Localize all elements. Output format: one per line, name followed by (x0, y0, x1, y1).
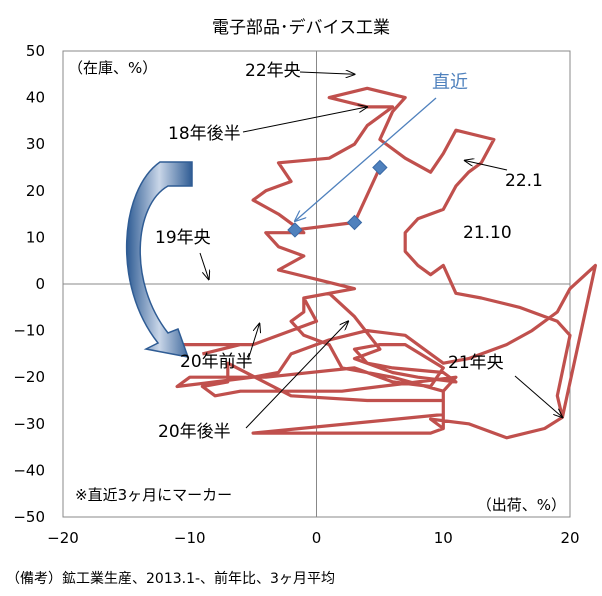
source-note: （備考）鉱工業生産、2013.1-、前年比、3ヶ月平均 (6, 570, 335, 587)
annotation-20-late: 20年後半 (158, 422, 231, 442)
y-tick-label: −40 (13, 461, 45, 479)
y-tick-label: −20 (13, 368, 45, 386)
x-tick-label: 0 (312, 529, 322, 547)
x-unit-label: （出荷、%） (477, 496, 566, 514)
latest-marker (346, 214, 363, 231)
annotation-arrow (465, 161, 508, 171)
annotation-latest: 直近 (432, 72, 468, 93)
y-tick-label: −50 (13, 508, 45, 526)
annotation-arrow (514, 375, 562, 417)
annotation-arrow (295, 97, 437, 221)
series-line (175, 86, 598, 440)
annotation-19-mid: 19年央 (155, 228, 211, 248)
annotation-arrow (242, 107, 367, 133)
annotation-arrow (199, 252, 209, 279)
annotation-arrow (247, 324, 259, 361)
y-tick-labels: 50 40 30 20 10 0 −10 −20 −30 −40 −50 (13, 42, 45, 526)
y-tick-label: −30 (13, 415, 45, 433)
latest-segment (294, 166, 382, 232)
x-tick-label: −10 (174, 529, 206, 547)
annotation-21-10: 21.10 (463, 223, 512, 243)
marker-note: ※直近3ヶ月にマーカー (75, 486, 232, 504)
chart-title: 電子部品･デバイス工業 (212, 17, 390, 38)
rotation-direction-arrow (125, 161, 193, 358)
y-tick-label: 20 (26, 182, 45, 200)
annotation-arrow (245, 321, 348, 429)
y-tick-label: 40 (26, 89, 45, 107)
annotation-arrow (299, 72, 355, 74)
latest-marker (287, 222, 303, 238)
annotation-arrows (199, 72, 562, 429)
annotation-22-mid: 22年央 (245, 61, 301, 81)
y-tick-label: 0 (35, 275, 45, 293)
annotation-22-1: 22.1 (505, 171, 543, 191)
y-tick-label: 50 (26, 42, 45, 60)
marker-layer (287, 159, 388, 238)
series-layer (175, 86, 598, 440)
y-unit-label: （在庫、%） (68, 59, 157, 77)
x-tick-labels: −20 −10 0 10 20 (47, 529, 579, 547)
y-tick-label: −10 (13, 322, 45, 340)
annotation-21-mid: 21年央 (448, 353, 504, 373)
latest-marker (372, 159, 388, 176)
x-tick-label: 20 (560, 529, 579, 547)
y-tick-label: 10 (26, 228, 45, 246)
x-tick-label: −20 (47, 529, 79, 547)
x-tick-label: 10 (434, 529, 453, 547)
annotation-20-early: 20年前半 (180, 352, 253, 372)
y-tick-label: 30 (26, 135, 45, 153)
annotation-18-late: 18年後半 (168, 124, 241, 144)
